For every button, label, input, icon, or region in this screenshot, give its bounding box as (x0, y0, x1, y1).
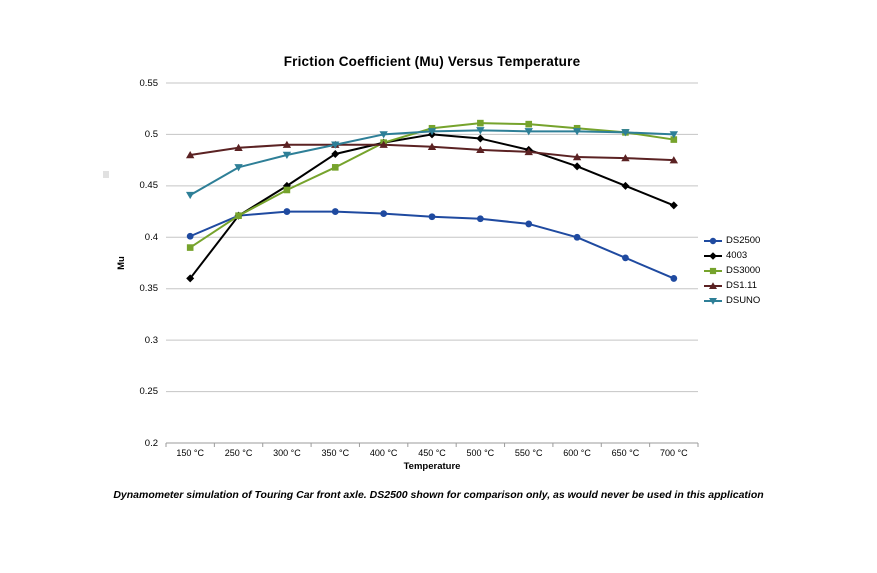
x-tick-label: 550 °C (514, 448, 543, 458)
diamond-marker (476, 134, 485, 143)
triangle-down-marker (282, 151, 292, 159)
triangle-up-marker (524, 147, 533, 156)
y-tick-label: 0.55 (139, 77, 159, 89)
x-tick-label: 650 °C (611, 448, 640, 458)
series-line-DS3000 (189, 122, 674, 249)
circle-marker (476, 215, 484, 223)
legend-marker-icon (704, 281, 722, 289)
legend-label: DS3000 (726, 265, 761, 276)
legend-label: 4003 (726, 250, 748, 261)
diamond-marker (573, 162, 582, 171)
circle-marker (331, 208, 339, 215)
legend-marker-icon (704, 237, 722, 244)
square-marker (525, 120, 533, 128)
y-tick-label: 0.35 (139, 283, 159, 295)
x-tick-label: 300 °C (273, 448, 301, 458)
triangle-down-marker (331, 141, 340, 149)
legend-item-DS2500: DS2500 (704, 233, 760, 248)
triangle-up-marker (621, 154, 630, 162)
square-marker (283, 186, 291, 194)
square-marker (331, 164, 339, 171)
chart-title: Friction Coefficient (Mu) Versus Tempera… (283, 54, 581, 69)
triangle-up-marker (282, 140, 292, 148)
y-tick-label: 0.5 (144, 128, 158, 140)
circle-marker (186, 232, 194, 240)
legend-item-DS1.11: DS1.11 (704, 278, 760, 293)
legend-label: DS2500 (726, 235, 761, 246)
x-tick-label: 400 °C (369, 448, 398, 458)
legend-label: DS1.11 (726, 280, 757, 291)
triangle-up-marker (234, 143, 243, 151)
x-tick-label: 600 °C (563, 448, 591, 458)
circle-marker (428, 213, 436, 221)
triangle-down-marker (234, 164, 243, 172)
y-tick-label: 0.25 (139, 386, 159, 398)
diamond-marker (331, 149, 340, 158)
circle-marker (525, 220, 533, 228)
triangle-down-marker (427, 128, 437, 136)
triangle-down-marker (476, 127, 485, 135)
circle-marker (670, 275, 678, 282)
x-tick-label: 450 °C (418, 448, 446, 458)
triangle-down-marker (572, 128, 582, 136)
circle-marker (573, 233, 581, 241)
legend-item-DSUNO: DSUNO (704, 293, 760, 308)
triangle-down-marker (379, 131, 388, 139)
square-marker (670, 136, 678, 143)
x-axis-title: Temperature (403, 461, 461, 472)
diamond-marker (186, 274, 195, 283)
circle-marker (622, 254, 629, 262)
legend-marker-icon (704, 251, 722, 260)
y-tick-label: 0.3 (144, 334, 158, 346)
y-tick-label: 0.4 (144, 231, 158, 243)
y-axis-title: Mu (116, 256, 127, 270)
x-tick-label: 500 °C (466, 448, 495, 458)
triangle-up-marker (379, 140, 388, 148)
legend: DS2500 4003 DS3000 DS1.11 DSUNO (704, 233, 760, 308)
x-tick-label: 700 °C (660, 448, 688, 458)
legend-marker-icon (704, 297, 722, 305)
triangle-down-marker (621, 129, 630, 137)
x-tick-label: 350 °C (321, 448, 350, 458)
y-tick-label: 0.45 (139, 180, 159, 192)
triangle-down-marker (185, 191, 195, 200)
triangle-up-marker (669, 156, 679, 164)
legend-marker-icon (704, 267, 722, 274)
square-marker (186, 244, 194, 251)
series-line-4003 (189, 133, 675, 280)
legend-item-4003: 4003 (704, 248, 760, 263)
screen-edge-artifact (103, 171, 109, 178)
diamond-marker (621, 181, 630, 190)
diamond-marker (669, 201, 678, 210)
legend-label: DSUNO (726, 295, 761, 306)
square-marker (477, 119, 484, 127)
triangle-up-marker (476, 145, 485, 154)
series-line-DS2500 (189, 210, 675, 280)
triangle-up-marker (427, 142, 437, 150)
triangle-down-marker (669, 131, 679, 139)
square-marker (235, 212, 242, 219)
circle-marker (283, 208, 291, 215)
chart-caption: Dynamometer simulation of Touring Car fr… (113, 489, 764, 501)
triangle-up-marker (185, 151, 195, 159)
triangle-up-marker (572, 153, 582, 161)
y-tick-label: 0.2 (144, 437, 158, 449)
x-tick-label: 150 °C (176, 448, 204, 458)
circle-marker (380, 210, 388, 218)
triangle-down-marker (524, 128, 533, 136)
x-tick-label: 250 °C (224, 448, 253, 458)
legend-item-DS3000: DS3000 (704, 263, 760, 278)
